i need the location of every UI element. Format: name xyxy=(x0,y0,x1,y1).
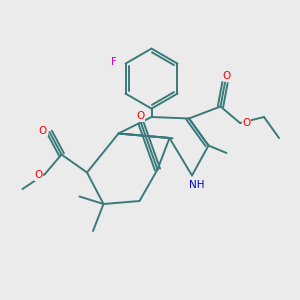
Text: O: O xyxy=(242,118,251,128)
Text: NH: NH xyxy=(189,179,204,190)
Text: F: F xyxy=(111,57,117,67)
Text: O: O xyxy=(136,111,145,122)
Text: O: O xyxy=(34,170,43,181)
Text: O: O xyxy=(222,71,231,81)
Text: O: O xyxy=(39,125,47,136)
